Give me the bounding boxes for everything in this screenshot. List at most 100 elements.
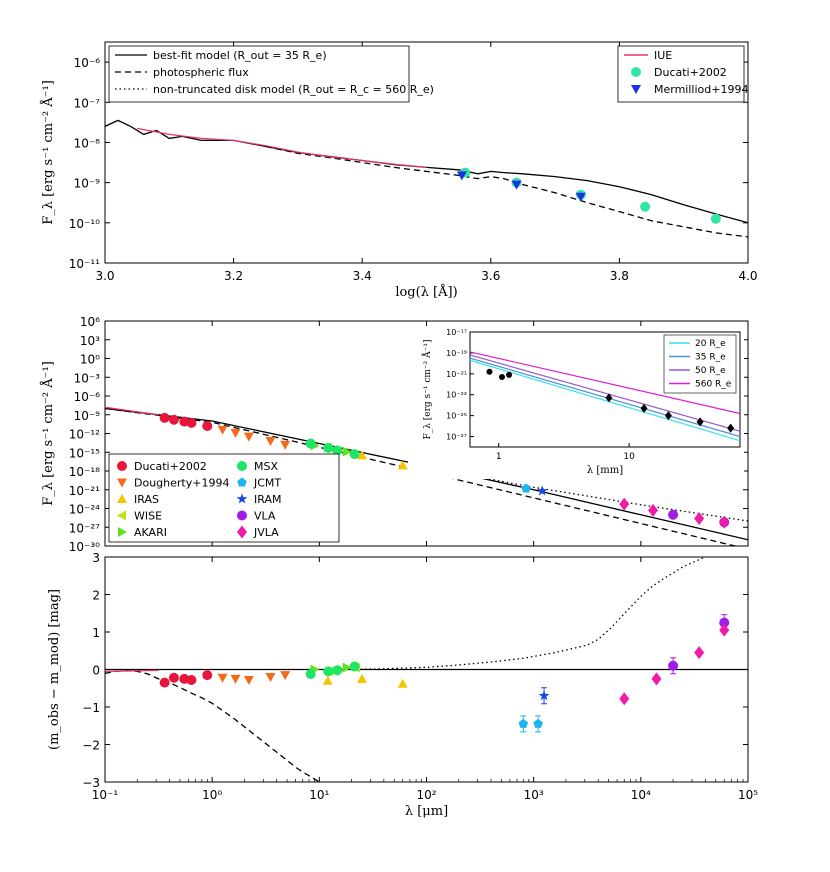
inset-line-35-r-e: [470, 357, 740, 438]
top-xtick-label: 3.0: [95, 269, 114, 283]
middle-legend-label: Ducati+2002: [134, 460, 207, 473]
middle-point-iram: [536, 485, 548, 496]
middle-point-ducati-2002: [168, 414, 179, 425]
middle-legend-label: WISE: [134, 510, 162, 523]
bottom-ytick-label: −1: [82, 701, 100, 715]
top-panel: 3.0 3.2 3.4 3.6 3.8 4.0 10⁻¹¹ 10⁻¹⁰ 10⁻⁹ 10⁻⁸ 10⁻⁷…: [40, 41, 758, 300]
middle-point-msx: [349, 449, 360, 460]
top-legend-swatch: [631, 67, 641, 77]
bottom-ytick-label: 0: [92, 664, 100, 678]
middle-ytick-label: 10³: [80, 334, 100, 348]
inset-point: [696, 417, 704, 427]
middle-legend-swatch: [237, 525, 247, 539]
inset-legend-label: 35 R_e: [695, 353, 726, 363]
inset-point: [506, 371, 513, 378]
bottom-point-ducati-2002: [168, 672, 179, 683]
top-line-iue: [136, 127, 427, 168]
middle-point-dougherty-1994: [230, 428, 241, 438]
middle-ytick-label: 10⁻¹⁵: [69, 446, 100, 460]
middle-ytick-label: 10⁻³: [74, 371, 101, 385]
middle-panel: 10⁻³⁰ 10⁻²⁷ 10⁻²⁴ 10⁻²¹ 10⁻¹⁸ 10⁻¹⁵ 10⁻¹² 10⁻⁹ 1…: [40, 315, 749, 554]
middle-point-vla: [668, 509, 679, 520]
top-point-ducati-2002: [640, 201, 651, 212]
middle-point-akari: [342, 446, 352, 457]
middle-legend-swatch: [236, 493, 248, 504]
inset-ylabel: F_λ [erg s⁻¹ cm⁻² Å⁻¹]: [421, 339, 433, 439]
middle-legend-label: AKARI: [134, 526, 167, 539]
bottom-xlabel: λ [μm]: [405, 804, 448, 819]
top-point-ducati-2002: [710, 213, 721, 224]
bottom-point-dougherty-1994: [243, 676, 254, 685]
inset-point: [640, 403, 648, 413]
inset-line-560-r-e: [470, 351, 740, 415]
bottom-point-jvla: [694, 646, 705, 660]
middle-point-dougherty-1994: [243, 432, 254, 442]
bottom-point-akari: [342, 662, 352, 673]
middle-point-jvla: [719, 515, 730, 529]
middle-ytick-label: 10⁻¹⁸: [69, 465, 100, 479]
top-ytick-label: 10⁻⁸: [74, 136, 101, 150]
bottom-point-vla: [719, 617, 730, 628]
top-point-mermilliod-1994: [575, 192, 586, 202]
top-xtick-label: 4.0: [738, 269, 757, 283]
middle-point-jvla: [648, 503, 659, 517]
inset-xlabel: λ [mm]: [587, 465, 623, 476]
top-point-mermilliod-1994: [456, 171, 467, 181]
bottom-point-iram: [538, 690, 550, 701]
inset-ytick-label: 10⁻²⁵: [446, 412, 467, 421]
middle-legend-label: JVLA: [253, 526, 279, 539]
bottom-point-msx: [349, 661, 360, 672]
top-legend-swatch: [631, 85, 641, 94]
middle-legend-label: IRAS: [134, 493, 159, 506]
middle-point-msx: [332, 445, 343, 456]
bottom-ylabel: (m_obs − m_mod) [mag]: [47, 589, 62, 750]
top-xtick-label: 3.8: [610, 269, 629, 283]
middle-line-iue: [105, 406, 159, 416]
middle-legend-swatch: [117, 510, 126, 521]
middle-legend: [108, 453, 340, 543]
bottom-point-dougherty-1994: [265, 673, 276, 682]
middle-point-msx: [323, 442, 334, 453]
bottom-point-jcmt: [518, 718, 529, 728]
bottom-point-msx: [332, 665, 343, 676]
middle-legend-swatch: [118, 527, 127, 537]
middle-ytick-label: 10⁻²⁷: [69, 521, 100, 535]
middle-point-dougherty-1994: [217, 425, 228, 435]
bottom-point-dougherty-1994: [217, 673, 228, 683]
bottom-xtick-label: 10⁰: [202, 788, 222, 802]
inset-ytick-label: 10⁻²³: [446, 391, 467, 400]
bottom-ytick-label: 2: [92, 589, 100, 603]
top-legend-label: non-truncated disk model (R_out = R_c = …: [153, 83, 434, 96]
bottom-ytick-label: −2: [82, 739, 100, 753]
bottom-point-jvla: [619, 692, 630, 706]
top-point-mermilliod-1994: [511, 180, 522, 190]
top-xtick-label: 3.6: [481, 269, 500, 283]
inset-point: [486, 368, 493, 375]
middle-legend-swatch: [117, 494, 127, 503]
inset-line-50-r-e: [470, 354, 740, 432]
middle-point-msx: [305, 438, 316, 449]
inset-legend-label: 560 R_e: [695, 380, 732, 390]
middle-point-ducati-2002: [186, 417, 197, 428]
middle-line-non-truncated-disk: [479, 476, 748, 522]
inset-ytick-label: 10⁻²¹: [446, 370, 467, 379]
inset-legend-label: 50 R_e: [695, 366, 726, 376]
top-legend-left: [108, 45, 410, 103]
top-line-photospheric-flux: [265, 145, 748, 238]
top-legend-label: IUE: [654, 49, 672, 62]
bottom-point-ducati-2002: [186, 675, 197, 685]
middle-ylabel: F_λ [erg s⁻¹ cm⁻² Å⁻¹]: [40, 361, 56, 506]
middle-ytick-label: 10⁻⁹: [74, 409, 101, 423]
inset-xtick-label: 10: [623, 452, 635, 462]
middle-point-jvla: [619, 497, 630, 511]
inset-line-20-r-e: [470, 359, 740, 442]
bottom-point-jvla: [651, 672, 662, 686]
top-ytick-label: 10⁻¹⁰: [69, 217, 100, 231]
middle-point-jvla: [694, 512, 705, 525]
middle-ytick-label: 10⁻²⁴: [69, 503, 100, 517]
inset-point: [605, 393, 613, 403]
bottom-point-jvla: [719, 623, 730, 637]
top-axes-frame: [104, 41, 749, 264]
middle-point-iras: [397, 460, 408, 470]
inset-axes-frame: [469, 331, 741, 448]
